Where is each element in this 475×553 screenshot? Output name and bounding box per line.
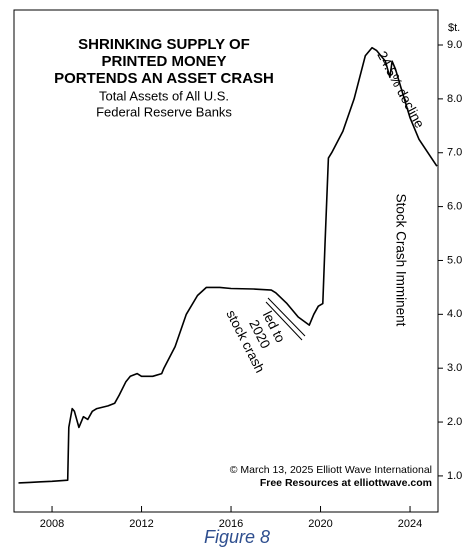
- x-tick-label: 2016: [219, 518, 243, 530]
- y-unit-label: $t.: [448, 22, 460, 34]
- credit: Free Resources at elliottwave.com: [260, 477, 432, 489]
- y-tick-label: 4.0: [447, 308, 462, 320]
- subtitle-line: Federal Reserve Banks: [96, 104, 232, 119]
- y-tick-label: 1.0: [447, 470, 462, 482]
- y-tick-label: 9.0: [447, 39, 462, 51]
- x-tick-label: 2020: [308, 518, 332, 530]
- title-line: PORTENDS AN ASSET CRASH: [54, 70, 274, 87]
- plot-frame: [13, 9, 439, 513]
- subtitle-line: Total Assets of All U.S.: [99, 88, 229, 103]
- annotation-line: [265, 301, 303, 341]
- x-tick-label: 2024: [398, 518, 422, 530]
- title-line: PRINTED MONEY: [101, 53, 226, 70]
- y-tick-label: 7.0: [447, 147, 462, 159]
- x-tick-label: 2008: [40, 518, 64, 530]
- data-line: [18, 46, 438, 484]
- figure-caption: Figure 8: [204, 527, 270, 547]
- title-line: SHRINKING SUPPLY OF: [78, 36, 250, 53]
- x-tick-label: 2012: [129, 518, 153, 530]
- y-tick-label: 3.0: [447, 362, 462, 374]
- y-tick-label: 8.0: [447, 93, 462, 105]
- y-tick-label: 2.0: [447, 416, 462, 428]
- y-tick-label: 6.0: [447, 201, 462, 213]
- annotation-line: [267, 297, 306, 337]
- credit: © March 13, 2025 Elliott Wave Internatio…: [230, 464, 432, 476]
- annotation-group: led to 2020 stock crash: [223, 308, 288, 376]
- y-tick-label: 5.0: [447, 254, 462, 266]
- annotation: Stock Crash Imminent: [393, 194, 408, 327]
